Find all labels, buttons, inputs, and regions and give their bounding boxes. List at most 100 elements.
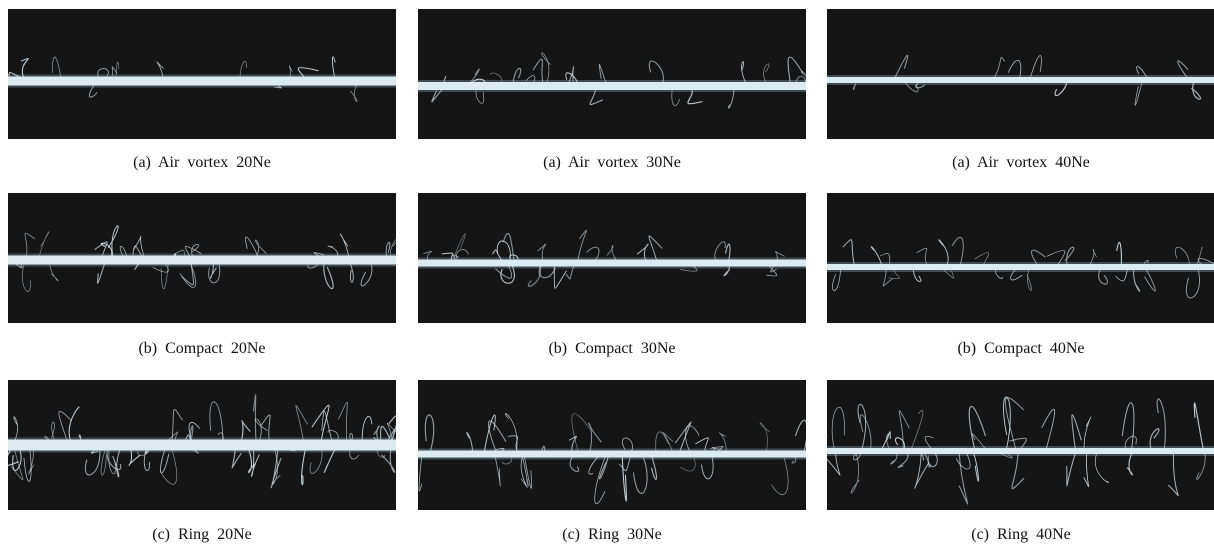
fibre-hair	[254, 239, 267, 261]
fibre-hair	[927, 450, 938, 468]
fibre-hair	[246, 444, 257, 473]
fibre-hair	[1083, 416, 1092, 452]
fibre-hair	[272, 444, 281, 485]
fibre-hair	[787, 56, 804, 87]
fibre-hair	[496, 240, 511, 264]
fibre-hair	[648, 60, 664, 87]
fibre-hair	[771, 453, 789, 496]
fibre-hair	[523, 453, 533, 489]
fibre-hair	[68, 406, 80, 446]
fibre-hair	[1156, 398, 1166, 452]
yarn-strand	[418, 259, 806, 267]
fibre-hair	[1071, 414, 1082, 452]
fibre-hair	[588, 422, 602, 455]
fibre-hair	[1185, 266, 1200, 299]
fibre-hair	[636, 243, 649, 264]
fibre-hair	[958, 450, 969, 505]
fibre-hair	[1098, 266, 1108, 285]
fibre-hair	[179, 259, 197, 288]
fibre-hair	[418, 453, 423, 492]
fibre-hair	[566, 66, 575, 87]
fibre-hair	[880, 431, 891, 452]
fibre-hair	[594, 453, 607, 505]
panel-caption: (a) Air vortex 40Ne	[952, 154, 1090, 171]
fibre-hair	[1029, 55, 1042, 81]
yarn-strand	[827, 77, 1214, 83]
fibre-hair	[886, 433, 892, 452]
fibre-hair	[94, 241, 108, 261]
yarn-image	[8, 193, 396, 323]
fibre-hair	[512, 67, 522, 87]
fibre-hair	[1026, 266, 1032, 291]
yarn-image	[8, 9, 396, 139]
fibre-hair	[52, 56, 62, 82]
fibre-hair	[914, 450, 930, 489]
fibre-hair	[295, 405, 309, 446]
panel-caption: (b) Compact 20Ne	[138, 340, 266, 357]
fibre-hair	[879, 253, 891, 268]
fibre-hair	[850, 450, 861, 494]
panel-caption: (b) Compact 40Ne	[957, 340, 1085, 357]
fibre-hair	[882, 266, 893, 287]
fibre-hair	[1116, 242, 1122, 268]
yarn-strand	[418, 82, 806, 90]
fibre-hair	[916, 247, 930, 268]
fibre-hair	[800, 70, 806, 87]
fibre-hair	[252, 394, 257, 446]
fibre-hair	[1121, 402, 1135, 452]
yarn-image	[418, 9, 806, 139]
fibre-hair	[1095, 450, 1109, 483]
fibre-hair	[569, 453, 580, 472]
fibre-hair	[565, 262, 576, 280]
panel-caption: (a) Air vortex 20Ne	[133, 154, 271, 171]
fibre-hair	[520, 453, 528, 488]
fibre-hair	[58, 410, 72, 446]
fibre-hair	[466, 432, 474, 455]
fibre-hair	[451, 233, 466, 264]
fibre-hair	[832, 266, 841, 291]
yarn-image	[8, 380, 396, 510]
fibre-hair	[648, 235, 663, 264]
fibre-hair	[650, 453, 657, 480]
fibre-hair	[11, 416, 18, 446]
fibre-hair	[719, 432, 727, 455]
fibre-hair	[208, 259, 221, 284]
panel-caption: (c) Ring 20Ne	[152, 526, 252, 543]
fibre-hair	[1134, 79, 1143, 106]
fibre-hair	[143, 444, 150, 472]
yarn-image	[827, 193, 1214, 323]
fibre-hair	[108, 444, 117, 475]
fibre-hair	[577, 229, 587, 264]
fibre-hair	[23, 444, 32, 482]
yarn-photo	[827, 193, 1214, 323]
fibre-hair	[598, 64, 608, 87]
fibre-hair	[898, 410, 910, 452]
fibre-hair	[323, 259, 334, 290]
fibre-hair	[955, 450, 971, 470]
yarn-image	[418, 380, 806, 510]
fibre-hair	[381, 444, 396, 473]
yarn-photo	[827, 380, 1214, 510]
fibre-hair	[621, 453, 627, 502]
fibre-hair	[655, 431, 669, 455]
fibre-hair	[339, 233, 350, 261]
fibre-hair	[337, 401, 348, 446]
fibre-hair	[1066, 450, 1077, 487]
fibre-hair	[112, 444, 123, 478]
fibre-hair	[488, 420, 507, 455]
yarn-strand	[8, 76, 396, 86]
fibre-hair	[1088, 249, 1097, 268]
fibre-hair	[132, 235, 146, 261]
fibre-hair	[350, 80, 359, 102]
fibre-hair	[1177, 60, 1190, 81]
fibre-hair	[1191, 79, 1201, 100]
fibre-hair	[231, 444, 242, 469]
fibre-hair	[239, 420, 251, 446]
fibre-hair	[309, 444, 323, 474]
yarn-photo	[8, 380, 396, 510]
fibre-hair	[571, 413, 591, 455]
fibre-hair	[621, 437, 633, 455]
fibre-hair	[1195, 246, 1203, 268]
yarn-strand	[8, 255, 396, 265]
fibre-hair	[598, 453, 610, 480]
